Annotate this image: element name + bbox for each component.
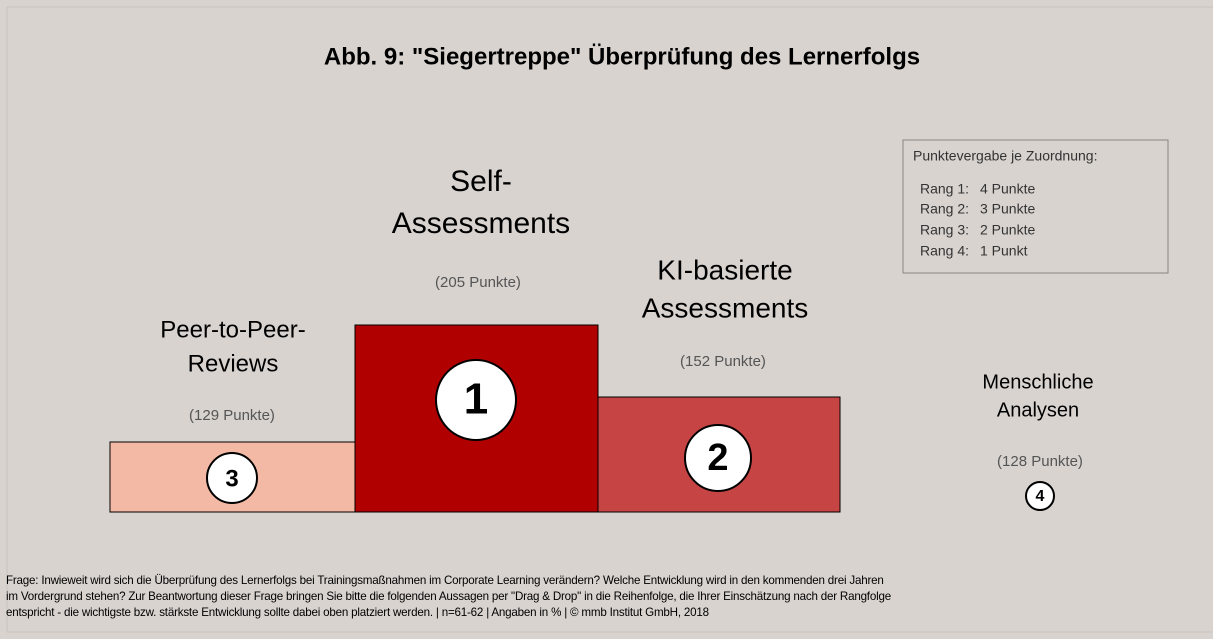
rank-badge bbox=[435, 359, 517, 441]
legend-rank: Rang 4: bbox=[920, 243, 969, 259]
footer-line: Frage: Inwieweit wird sich die Überprüfu… bbox=[6, 574, 884, 587]
podium-label: KI-basierte bbox=[657, 254, 792, 285]
rank-number: 4 bbox=[1036, 488, 1045, 505]
podium-label: Assessments bbox=[642, 292, 809, 323]
podium-points: (152 Punkte) bbox=[680, 353, 766, 370]
podium-points: (129 Punkte) bbox=[189, 407, 275, 424]
rank-badge bbox=[684, 424, 752, 492]
podium-label: Self- bbox=[450, 165, 512, 198]
podium-label: Menschliche bbox=[982, 371, 1093, 393]
podium-label: Peer-to-Peer- bbox=[160, 316, 305, 343]
rank-number: 1 bbox=[464, 375, 488, 424]
footer-line: entspricht - die wichtigste bzw. stärkst… bbox=[6, 606, 709, 619]
footer-line: im Vordergrund stehen? Zur Beantwortung … bbox=[6, 590, 891, 603]
rank-number: 2 bbox=[707, 437, 728, 479]
podium-label: Analysen bbox=[997, 399, 1079, 421]
legend-points: 2 Punkte bbox=[980, 222, 1035, 238]
rank-badge bbox=[206, 452, 258, 504]
legend-points: 3 Punkte bbox=[980, 201, 1035, 217]
legend-rank: Rang 1: bbox=[920, 181, 969, 197]
legend-heading: Punktevergabe je Zuordnung: bbox=[913, 148, 1097, 164]
legend-rank: Rang 3: bbox=[920, 222, 969, 238]
legend-points: 4 Punkte bbox=[980, 181, 1035, 197]
rank-number: 3 bbox=[225, 465, 238, 492]
podium-label: Assessments bbox=[392, 207, 570, 240]
podium-points: (128 Punkte) bbox=[997, 453, 1083, 470]
podium-points: (205 Punkte) bbox=[435, 274, 521, 291]
rank-badge bbox=[1025, 481, 1055, 511]
legend-points: 1 Punkt bbox=[980, 243, 1028, 259]
chart-title: Abb. 9: "Siegertreppe" Überprüfung des L… bbox=[324, 43, 920, 70]
legend-box bbox=[902, 139, 1169, 274]
podium-label: Reviews bbox=[188, 350, 279, 377]
frame bbox=[6, 6, 1213, 633]
legend-rank: Rang 2: bbox=[920, 201, 969, 217]
